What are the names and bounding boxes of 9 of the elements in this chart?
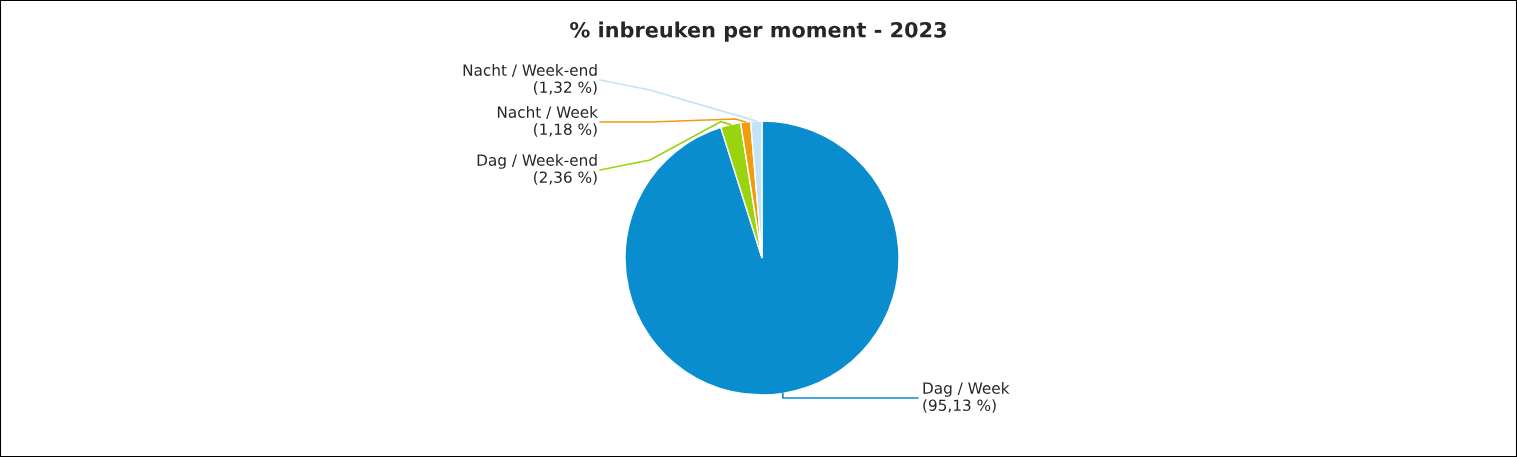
data-label: (2,36 %) [534, 171, 597, 185]
chart-title: % inbreuken per moment - 2023 [570, 21, 946, 42]
slice-label: Nacht / Week-end [463, 64, 597, 78]
data-label: (1,18 %) [534, 123, 597, 137]
slice-label: Dag / Week [923, 382, 1010, 397]
slice-label: Nacht / Week [497, 106, 598, 120]
data-label: (1,32 %) [534, 81, 597, 95]
slice-label: Dag / Week-end [477, 154, 597, 169]
data-label: (95,13 %) [923, 399, 996, 413]
